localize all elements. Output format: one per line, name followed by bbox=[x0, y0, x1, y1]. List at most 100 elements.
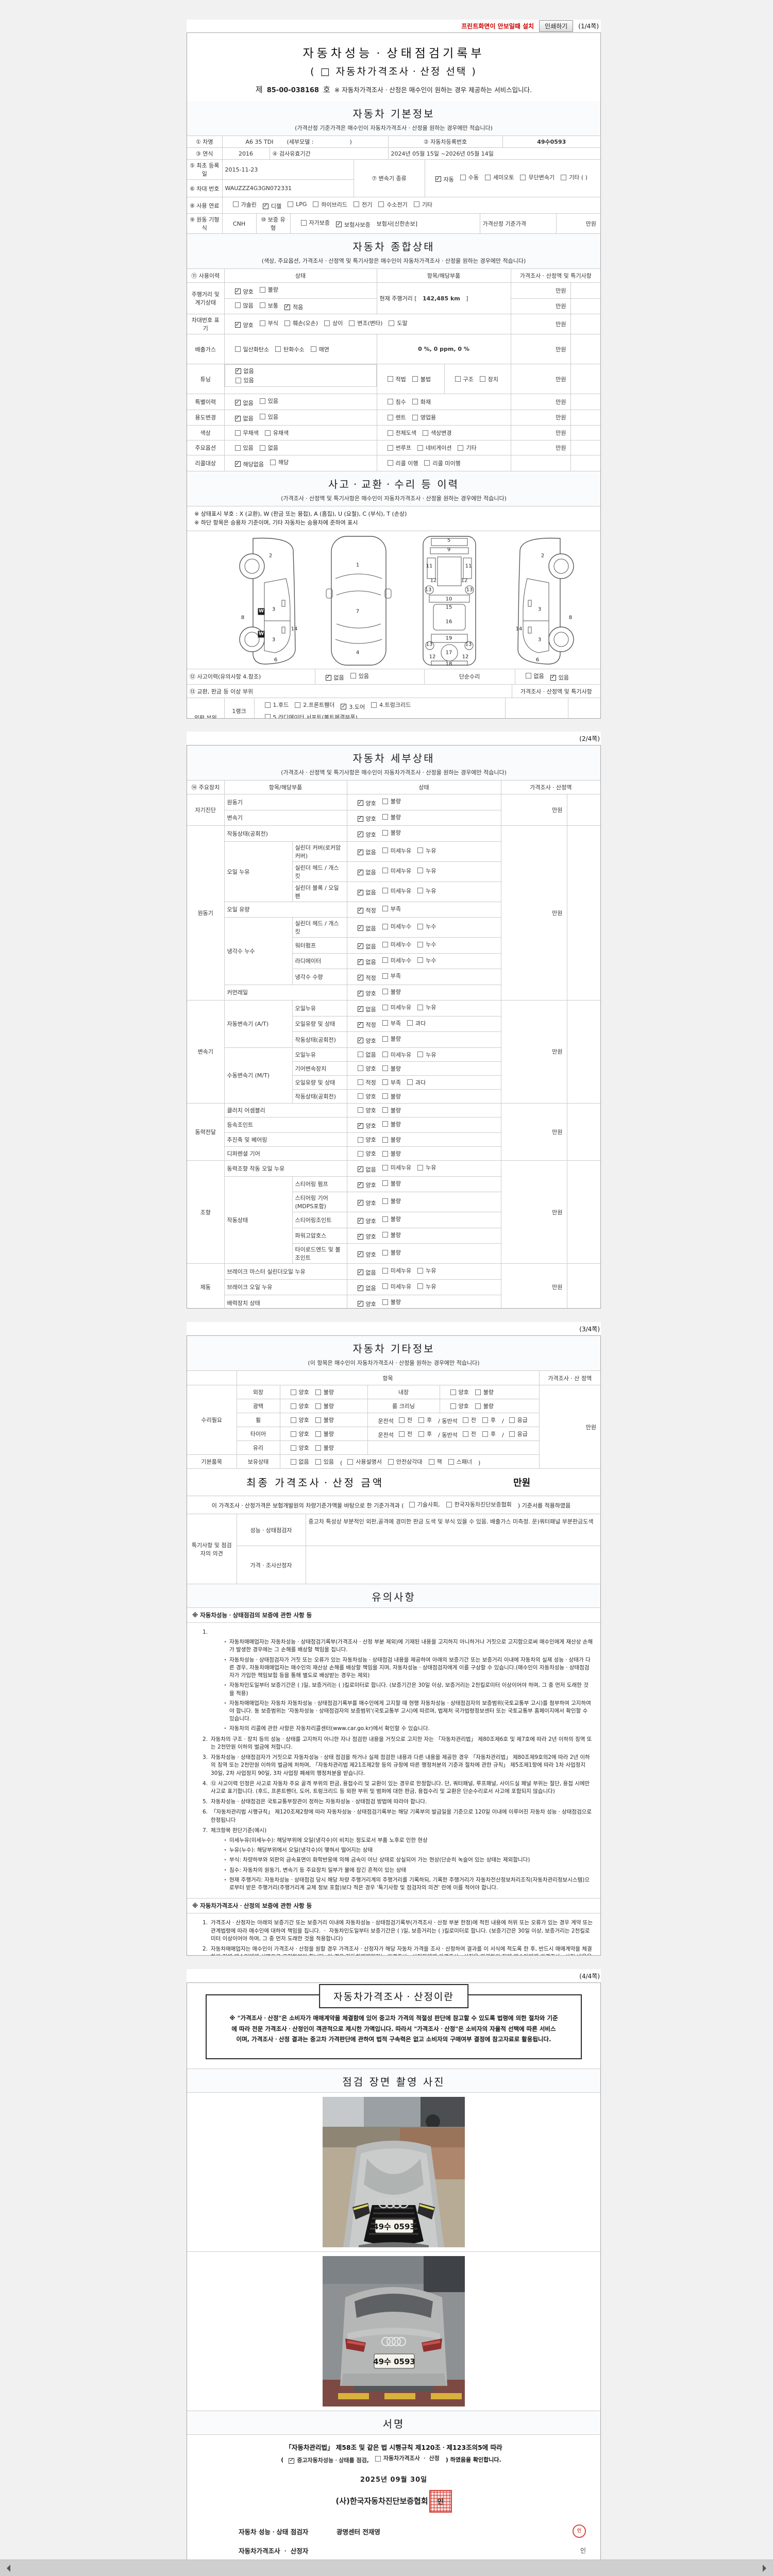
checked-checkbox-icon: ✓ bbox=[284, 304, 290, 310]
option-label: 후 bbox=[490, 1417, 496, 1423]
option-label: 없음 bbox=[365, 869, 376, 876]
unchecked-checkbox-icon bbox=[315, 1431, 321, 1437]
note-text: 미세누유(미세누수): 해당부위에 오일(냉각수)이 비치는 정도로서 부품 노… bbox=[224, 1837, 593, 1844]
option-label: 자동 bbox=[443, 176, 454, 183]
unchecked-checkbox-icon bbox=[387, 430, 393, 436]
option-label: 없음 bbox=[365, 1051, 376, 1058]
unchecked-checkbox-icon bbox=[382, 941, 388, 947]
unchecked-checkbox-icon bbox=[382, 1198, 388, 1204]
unchecked-checkbox-icon bbox=[295, 702, 301, 708]
option-label: 세미오토 bbox=[493, 174, 514, 181]
scroll-left-arrow-icon[interactable] bbox=[3, 2564, 10, 2572]
basic-info-row2: ③ 연식 2016 ④ 검사유효기간 2024년 05월 15일 ~2026년 … bbox=[187, 147, 600, 160]
unchecked-checkbox-icon bbox=[354, 201, 360, 208]
checked-checkbox-icon: ✓ bbox=[289, 2458, 295, 2464]
unchecked-checkbox-icon bbox=[371, 702, 377, 708]
option-label: 양호 bbox=[365, 816, 376, 822]
option-label: 전 bbox=[470, 1417, 476, 1423]
detail-cell-st: ✓ 없음 미세누유 누유 bbox=[346, 1279, 501, 1295]
option-label: 불량 bbox=[390, 829, 401, 836]
document-subtitle: ( □ 자동차가격조사ㆍ산정 선택 ) bbox=[310, 66, 477, 77]
checkbox-option: 전 bbox=[398, 1416, 412, 1424]
option-label: 양호 bbox=[365, 1107, 376, 1114]
vin-value: WAUZZZ4G3GN072331 bbox=[222, 179, 354, 197]
option-label: 불량 bbox=[390, 988, 401, 995]
detail-cell-st: ✓ 양호 불량 bbox=[346, 1227, 501, 1244]
section-signature: 서명 bbox=[187, 2411, 600, 2435]
checkbox-option: ✓ 없음 bbox=[234, 414, 254, 422]
unchecked-checkbox-icon bbox=[382, 829, 388, 836]
note-text: 자동차의 리콜에 관한 사항은 자동차리콜센터(www.car.go.kr)에서… bbox=[224, 1725, 593, 1733]
print-button[interactable]: 인쇄하기 bbox=[539, 20, 574, 32]
page3-badge-strip: (3/4쪽) bbox=[187, 1322, 601, 1335]
option-label: 양호 bbox=[365, 1137, 376, 1143]
checkbox-option: 적법 bbox=[387, 375, 406, 383]
option-label: LPG bbox=[296, 201, 307, 208]
section-title: 자동차 세부상태 bbox=[352, 752, 435, 765]
detail-row: 수동변속기 (M/T) 오일누유 없음 미세누유 누유 bbox=[187, 1047, 600, 1104]
checked-checkbox-icon: ✓ bbox=[357, 1269, 363, 1275]
option-label: 없음 bbox=[298, 1459, 309, 1465]
checkbox-option: 부족 bbox=[382, 905, 401, 913]
panel-number-17: 17 bbox=[445, 650, 452, 656]
checkbox-option: 있음 bbox=[235, 376, 254, 384]
detail-state-table: ⑭ 주요장치 항목/해당부품 상태 가격조사 · 산정액 자기진단 원동기 ✓ 양호 불… bbox=[187, 780, 600, 1308]
overall-state-table: ⑪ 사용이력 상태 항목/해당부품 가격조사 · 산정액 및 특기사항 주행거리… bbox=[187, 268, 600, 471]
price-cell: 만원 bbox=[510, 282, 571, 299]
col-state: 상태 bbox=[346, 780, 501, 794]
detail-cell-i: 등속조인트 bbox=[224, 1116, 347, 1133]
warranty-label: ⑩ 보증 유형 bbox=[256, 213, 291, 234]
option-label: 한국자동차진단보증협회 bbox=[454, 1501, 512, 1508]
checked-checkbox-icon: ✓ bbox=[357, 1123, 363, 1129]
option-label: 없음 bbox=[533, 672, 544, 680]
checkbox-option: 불량 bbox=[315, 1388, 334, 1396]
detail-cell-s: 오일유량 및 상태 bbox=[292, 1075, 347, 1090]
info-box-title: 자동차가격조사ㆍ산정이란 bbox=[319, 1984, 468, 2008]
detail-cell-st: ✓ 양호 불량 bbox=[346, 1243, 501, 1264]
checkbox-option: 양호 bbox=[450, 1402, 469, 1410]
option-label: 양호 bbox=[365, 1217, 376, 1225]
checked-checkbox-icon: ✓ bbox=[335, 221, 342, 228]
checked-checkbox-icon: ✓ bbox=[357, 1300, 363, 1307]
checked-checkbox-icon: ✓ bbox=[234, 415, 241, 421]
wheel-positions: 운전석 전 후 / 동반석 전 후 / 응급 bbox=[367, 1413, 539, 1427]
option-label: 누유 bbox=[426, 1004, 436, 1011]
option-label: 불량 bbox=[390, 1198, 401, 1205]
checkbox-option: 미세누유 bbox=[382, 1163, 411, 1172]
checkbox-option: 누유 bbox=[417, 1266, 436, 1275]
note-text: 자동차성능ㆍ상태점검자가 거짓 또는 오류가 있는 자동차성능ㆍ상태점검 내용을… bbox=[224, 1656, 593, 1680]
unchecked-checkbox-icon bbox=[382, 1020, 388, 1026]
option-label: 전 bbox=[407, 1431, 412, 1437]
option-label: 과다 bbox=[415, 1079, 426, 1086]
unchecked-checkbox-icon bbox=[259, 286, 265, 293]
note-text: 누유(누수): 해당부위에서 오일(냉각수)이 맺혀서 떨어지는 상태 bbox=[224, 1846, 593, 1854]
appraiser-remark-text bbox=[305, 1546, 600, 1584]
detail-row: 디퍼렌셜 기어 양호 불량 bbox=[187, 1146, 600, 1161]
checkbox-option: 불량 bbox=[315, 1444, 334, 1452]
detail-cell-st: ✓ 없음 미세누유 누유 bbox=[346, 841, 501, 862]
horizontal-scrollbar[interactable] bbox=[0, 2560, 773, 2576]
detail-row: 조향 동력조향 작동 오일 누유 ✓ 없음 미세누유 누유 만원 bbox=[187, 1160, 600, 1264]
checkbox-option: 불량 bbox=[259, 285, 278, 294]
scroll-right-arrow-icon[interactable] bbox=[763, 2564, 770, 2572]
unchecked-checkbox-icon bbox=[275, 346, 281, 352]
photo-front-row: 49수 0593 bbox=[187, 2093, 600, 2252]
checkbox-option: 상이 bbox=[324, 319, 343, 327]
detail-cell-i: 오일 유량 bbox=[224, 901, 347, 918]
checkbox-option: 장치 bbox=[479, 375, 498, 383]
option-label: 불량 bbox=[483, 1403, 494, 1410]
unchecked-checkbox-icon bbox=[382, 1164, 388, 1171]
unchecked-checkbox-icon bbox=[300, 219, 307, 226]
checkbox-option: 미세누유 bbox=[382, 846, 411, 855]
unchecked-checkbox-icon bbox=[382, 1180, 388, 1186]
checkbox-option: 가솔린 bbox=[232, 200, 257, 209]
page-number-badge: (4/4쪽) bbox=[579, 1972, 600, 1980]
checked-checkbox-icon: ✓ bbox=[357, 990, 363, 996]
inspector-remark-label: 성능ㆍ상태점검자 bbox=[236, 1514, 306, 1546]
section-note: (가격조사ㆍ산정액 및 특기사항은 매수인이 자동차가격조사ㆍ산정을 원하는 경… bbox=[281, 495, 507, 502]
panel-number-18: 18 bbox=[445, 661, 452, 667]
option-label: 양호 bbox=[365, 1199, 376, 1207]
option-text: ( bbox=[281, 2456, 284, 2464]
checkbox-option: 양호 bbox=[357, 1092, 376, 1100]
